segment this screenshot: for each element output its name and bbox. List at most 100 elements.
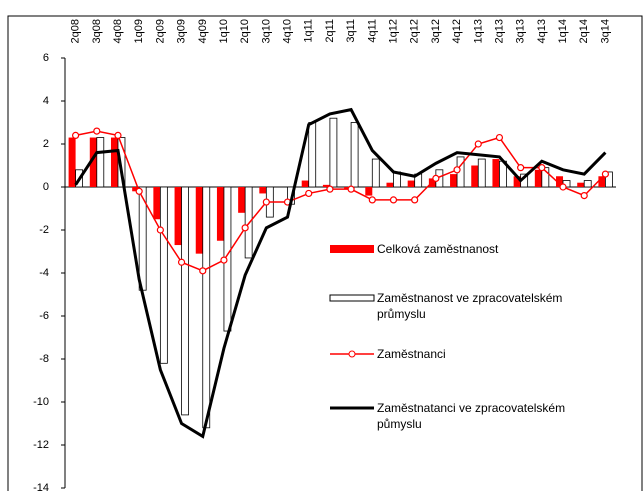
bar xyxy=(301,180,309,187)
point xyxy=(411,196,419,204)
y-tick-label: -12 xyxy=(33,439,49,451)
x-tick-label: 2q08 xyxy=(70,19,82,43)
bar xyxy=(365,187,373,196)
y-tick-label: -4 xyxy=(39,267,49,279)
legend-swatch xyxy=(330,245,374,253)
bar xyxy=(598,176,606,187)
x-tick-label: 2q13 xyxy=(493,19,505,43)
bar xyxy=(181,186,189,416)
bar xyxy=(117,137,126,188)
x-tick-label: 3q10 xyxy=(260,19,272,43)
point xyxy=(559,183,567,191)
point xyxy=(495,133,504,142)
bar xyxy=(159,186,168,364)
x-tick-label: 1q09 xyxy=(133,19,145,43)
x-tick-label: 4q08 xyxy=(112,19,124,43)
chart-frame xyxy=(7,15,643,491)
point xyxy=(580,192,588,200)
bar xyxy=(89,137,97,187)
point xyxy=(241,224,249,232)
legend-label: Zaměstnanci xyxy=(377,347,446,361)
point xyxy=(326,185,334,193)
bar xyxy=(534,169,542,187)
bar xyxy=(202,186,211,429)
bar xyxy=(386,182,394,187)
bar xyxy=(477,158,486,188)
point xyxy=(114,131,122,139)
point xyxy=(156,226,164,234)
x-tick-label: 1q13 xyxy=(472,19,484,43)
y-tick-label: 0 xyxy=(43,181,49,193)
x-tick-label: 2q12 xyxy=(409,19,421,43)
x-tick-label: 3q14 xyxy=(599,19,611,43)
x-tick-label: 1q12 xyxy=(387,19,399,43)
legend-label: Zaměstnanost ve zpracovatelském průmyslu xyxy=(377,291,563,321)
point xyxy=(135,187,143,195)
line xyxy=(75,130,606,272)
bar xyxy=(68,137,76,187)
bar xyxy=(322,184,330,187)
point xyxy=(220,256,228,264)
bar xyxy=(329,117,338,188)
y-tick-label: 6 xyxy=(43,52,49,64)
x-tick-label: 4q11 xyxy=(366,19,378,43)
point xyxy=(389,196,398,204)
legend-label: Celková zaměstnanost xyxy=(377,242,499,256)
x-tick-label: 3q09 xyxy=(176,19,188,43)
x-tick-label: 4q10 xyxy=(282,19,294,43)
bar xyxy=(556,176,564,187)
point xyxy=(601,170,610,178)
x-tick-label: 3q13 xyxy=(515,19,527,43)
x-tick-label: 4q12 xyxy=(451,19,463,43)
point xyxy=(368,196,376,204)
y-tick-label: -6 xyxy=(39,310,49,322)
bar xyxy=(407,180,415,187)
y-tick-label: 2 xyxy=(43,138,49,150)
legend-swatch xyxy=(329,294,375,302)
bar xyxy=(96,137,105,188)
point xyxy=(517,164,525,172)
y-tick-label: 4 xyxy=(43,95,49,107)
bar xyxy=(153,187,161,220)
x-tick-label: 3q12 xyxy=(430,19,442,43)
x-tick-label: 2q09 xyxy=(154,19,166,43)
x-tick-label: 2q10 xyxy=(239,19,251,43)
x-tick-label: 1q11 xyxy=(303,19,315,43)
bar xyxy=(132,187,140,192)
bar xyxy=(110,137,118,187)
point xyxy=(347,185,355,193)
point xyxy=(177,258,186,266)
x-tick-label: 3q11 xyxy=(345,19,357,43)
bar xyxy=(513,176,521,187)
x-tick-label: 1q10 xyxy=(218,19,230,43)
x-tick-label: 3q08 xyxy=(91,19,103,43)
y-tick-label: -8 xyxy=(39,353,49,365)
y-tick-label: -2 xyxy=(39,224,49,236)
point xyxy=(93,127,101,135)
x-tick-label: 2q14 xyxy=(578,19,590,43)
x-tick-label: 2q11 xyxy=(324,19,336,43)
bar xyxy=(605,171,613,188)
bar xyxy=(174,187,182,246)
bar xyxy=(344,187,352,190)
x-tick-label: 4q09 xyxy=(197,19,209,43)
point xyxy=(71,131,80,139)
y-tick-label: -14 xyxy=(33,482,49,491)
point xyxy=(305,189,313,198)
bar xyxy=(492,159,500,187)
point xyxy=(453,166,461,174)
line xyxy=(74,107,607,439)
point xyxy=(199,267,207,275)
bar xyxy=(195,187,203,254)
bar xyxy=(308,122,317,188)
point xyxy=(538,164,546,172)
bar xyxy=(583,180,592,188)
bar xyxy=(216,187,224,241)
bar xyxy=(259,187,267,194)
y-tick-label: -10 xyxy=(33,396,49,408)
bar xyxy=(577,182,585,187)
legend-label: Zaměstnatanci ve zpracovatelském půmyslu xyxy=(377,401,566,431)
point xyxy=(432,174,440,182)
bar xyxy=(450,174,458,187)
